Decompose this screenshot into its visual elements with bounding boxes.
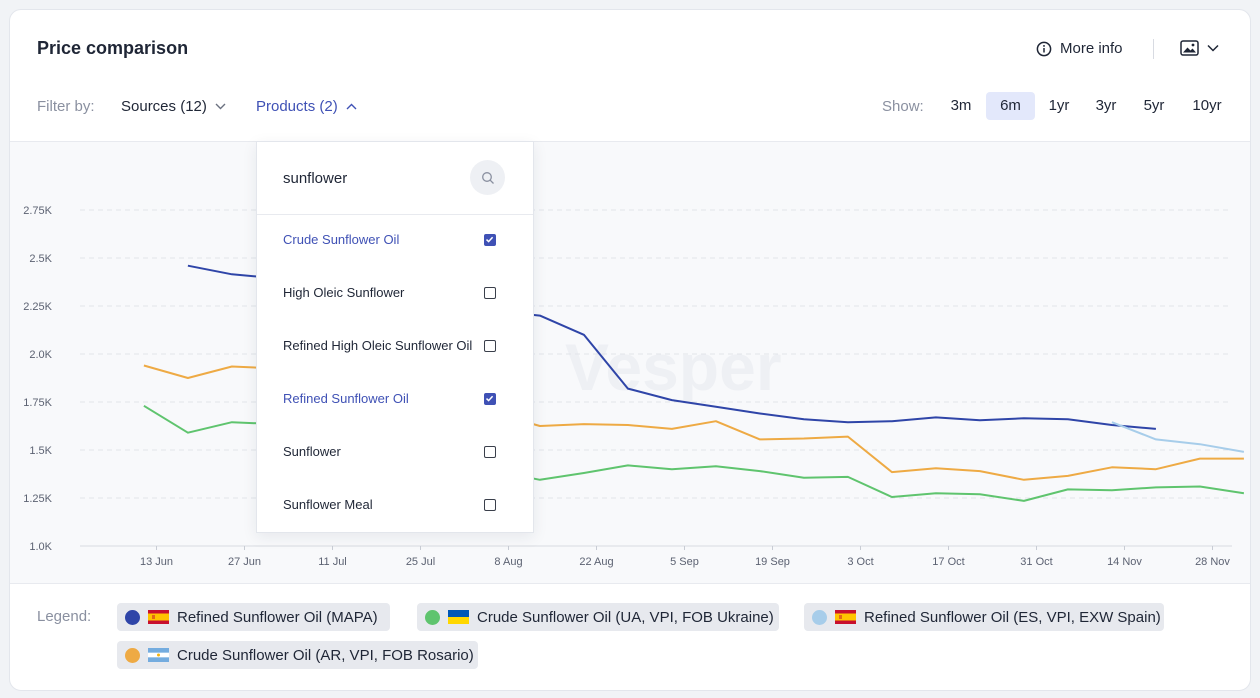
range-3yr-button[interactable]: 3yr: [1095, 97, 1117, 114]
watermark-text: Vesper: [565, 330, 782, 404]
x-tick-label: 22 Aug: [579, 556, 613, 568]
product-option-checkbox[interactable]: [484, 234, 496, 246]
sources-filter-label: Sources (12): [121, 98, 207, 115]
ukraine-flag-icon: [448, 610, 469, 624]
chevron-down-icon: [1207, 44, 1219, 52]
more-info-button[interactable]: More info: [1036, 40, 1123, 57]
filter-by-label: Filter by:: [37, 98, 95, 115]
product-option-checkbox[interactable]: [484, 340, 496, 352]
legend-item-label: Refined Sunflower Oil (MAPA): [177, 608, 378, 626]
chart-area: Vesper 1.0K 1.25K 1.5K 1.75K 2.0K 2.25K 2.5K 2.7…: [10, 141, 1250, 584]
x-tick-label: 5 Sep: [670, 556, 699, 568]
spain-flag-icon: [835, 610, 856, 624]
range-3m-button[interactable]: 3m: [950, 97, 972, 114]
series-color-dot: [812, 609, 827, 625]
x-tick-label: 19 Sep: [755, 556, 790, 568]
range-10yr-button[interactable]: 10yr: [1192, 97, 1222, 114]
y-tick-label: 1.75K: [23, 397, 52, 409]
search-button[interactable]: [470, 160, 505, 195]
x-tick-label: 11 Jul: [318, 556, 347, 568]
x-tick-label: 28 Nov: [1195, 556, 1230, 568]
product-search-input[interactable]: [283, 166, 463, 190]
chevron-up-icon: [346, 103, 357, 110]
product-option-checkbox[interactable]: [484, 287, 496, 299]
legend-item-label: Crude Sunflower Oil (AR, VPI, FOB Rosari…: [177, 646, 474, 664]
image-export-menu[interactable]: [1180, 40, 1219, 56]
legend-item-label: Refined Sunflower Oil (ES, VPI, EXW Spai…: [864, 608, 1161, 626]
price-line-chart: Vesper 1.0K 1.25K 1.5K 1.75K 2.0K 2.25K 2.5K 2.7…: [23, 205, 1245, 568]
y-tick-label: 2.5K: [29, 253, 52, 265]
page-title: Price comparison: [37, 38, 189, 58]
x-tick-label: 27 Jun: [228, 556, 261, 568]
product-option-label: Refined High Oleic Sunflower Oil: [283, 338, 473, 353]
product-option-label: High Oleic Sunflower: [283, 285, 405, 300]
series-color-dot: [125, 647, 140, 663]
product-option[interactable]: Sunflower Meal: [257, 479, 533, 532]
image-icon: [1180, 40, 1199, 56]
checkmark-icon: [485, 236, 494, 243]
product-option[interactable]: Refined Sunflower Oil: [257, 373, 533, 426]
series-line: [1111, 421, 1245, 453]
y-tick-label: 1.25K: [23, 493, 52, 505]
product-option-checkbox[interactable]: [484, 499, 496, 511]
y-tick-label: 1.0K: [29, 541, 52, 553]
product-search-box: [257, 142, 533, 215]
product-option[interactable]: High Oleic Sunflower: [257, 267, 533, 320]
legend-item[interactable]: Crude Sunflower Oil (UA, VPI, FOB Ukrain…: [417, 603, 779, 631]
series-color-dot: [125, 609, 140, 625]
sources-filter[interactable]: Sources (12): [121, 98, 226, 115]
products-filter[interactable]: Products (2): [256, 98, 357, 115]
y-tick-label: 2.25K: [23, 301, 52, 313]
more-info-label: More info: [1060, 40, 1123, 57]
product-option-label: Sunflower Meal: [283, 497, 373, 512]
products-dropdown: Crude Sunflower Oil High Oleic Sunflower R…: [256, 141, 534, 533]
search-icon: [481, 171, 494, 184]
x-tick-label: 17 Oct: [932, 556, 964, 568]
show-label: Show:: [882, 98, 924, 115]
range-5yr-button[interactable]: 5yr: [1143, 97, 1165, 114]
checkmark-icon: [485, 395, 494, 402]
product-option[interactable]: Sunflower: [257, 426, 533, 479]
product-option[interactable]: Refined High Oleic Sunflower Oil: [257, 320, 533, 373]
y-tick-label: 1.5K: [29, 445, 52, 457]
range-1yr-button[interactable]: 1yr: [1048, 97, 1070, 114]
chevron-down-icon: [215, 103, 226, 110]
legend-item[interactable]: Refined Sunflower Oil (ES, VPI, EXW Spai…: [804, 603, 1164, 631]
x-tick-label: 31 Oct: [1020, 556, 1052, 568]
info-icon: [1036, 41, 1052, 56]
x-tick-label: 25 Jul: [406, 556, 435, 568]
price-comparison-card: Price comparison More info Filter by: So…: [9, 9, 1251, 691]
range-6m-button[interactable]: 6m: [986, 92, 1035, 120]
product-option[interactable]: Crude Sunflower Oil: [257, 214, 533, 267]
y-tick-label: 2.75K: [23, 205, 52, 217]
y-tick-label: 2.0K: [29, 349, 52, 361]
product-option-checkbox[interactable]: [484, 393, 496, 405]
header-divider: [1153, 39, 1154, 59]
legend-item-label: Crude Sunflower Oil (UA, VPI, FOB Ukrain…: [477, 608, 774, 626]
products-filter-label: Products (2): [256, 98, 338, 115]
legend-item[interactable]: Refined Sunflower Oil (MAPA): [117, 603, 390, 631]
legend-item[interactable]: Crude Sunflower Oil (AR, VPI, FOB Rosari…: [117, 641, 478, 669]
x-tick-label: 14 Nov: [1107, 556, 1142, 568]
spain-flag-icon: [148, 610, 169, 624]
product-option-label: Crude Sunflower Oil: [283, 232, 400, 247]
x-tick-label: 3 Oct: [847, 556, 873, 568]
product-option-label: Refined Sunflower Oil: [283, 391, 409, 406]
legend-label: Legend:: [37, 608, 92, 625]
product-option-label: Sunflower: [283, 444, 341, 459]
x-tick-label: 13 Jun: [140, 556, 173, 568]
product-option-checkbox[interactable]: [484, 446, 496, 458]
x-tick-label: 8 Aug: [494, 556, 522, 568]
argentina-flag-icon: [148, 648, 169, 662]
series-color-dot: [425, 609, 440, 625]
